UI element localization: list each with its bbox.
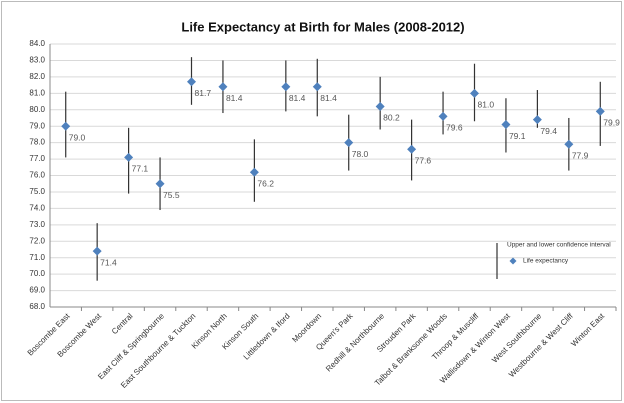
point — [564, 139, 574, 149]
data-label: 77.6 — [415, 155, 432, 165]
y-tick-label: 78.0 — [29, 138, 45, 147]
y-tick-label: 71.0 — [29, 253, 45, 262]
y-tick-label: 77.0 — [29, 154, 45, 163]
point — [407, 144, 417, 154]
point — [470, 88, 479, 98]
y-tick-label: 80.0 — [29, 105, 45, 114]
data-label: 81.0 — [478, 100, 495, 110]
data-label: 77.1 — [132, 164, 149, 174]
point — [124, 152, 134, 162]
point — [61, 121, 71, 131]
data-label: 79.0 — [69, 132, 86, 142]
point — [218, 82, 228, 92]
data-label: 81.4 — [289, 93, 306, 103]
y-tick-label: 72.0 — [29, 236, 45, 245]
y-tick-label: 73.0 — [29, 220, 45, 229]
y-tick-label: 79.0 — [29, 121, 45, 130]
point — [375, 101, 385, 111]
point — [187, 77, 196, 87]
data-label: 81.7 — [195, 88, 212, 98]
data-label: 79.6 — [446, 123, 463, 133]
data-label: 79.4 — [540, 126, 557, 136]
data-label: 81.4 — [226, 93, 243, 103]
legend-point-marker — [509, 257, 517, 265]
point — [438, 111, 448, 121]
data-label: 78.0 — [352, 149, 369, 159]
legend-label: Life expectancy — [523, 258, 569, 265]
point — [312, 82, 322, 92]
y-tick-label: 68.0 — [29, 302, 45, 311]
point — [532, 115, 542, 125]
point — [344, 138, 354, 148]
y-tick-label: 69.0 — [29, 286, 45, 295]
y-tick-label: 82.0 — [29, 72, 45, 81]
y-tick-label: 83.0 — [29, 56, 45, 65]
y-tick-label: 75.0 — [29, 187, 45, 196]
y-tick-label: 81.0 — [29, 88, 45, 97]
chart-title: Life Expectancy at Birth for Males (2008… — [181, 19, 464, 34]
point — [92, 246, 102, 256]
y-tick-label: 74.0 — [29, 203, 45, 212]
point — [155, 179, 165, 189]
point — [501, 120, 511, 130]
data-label: 81.4 — [320, 93, 337, 103]
y-tick-label: 70.0 — [29, 269, 45, 278]
point — [281, 82, 291, 92]
data-label: 77.9 — [572, 151, 589, 161]
data-label: 79.1 — [509, 131, 526, 141]
point — [249, 167, 259, 177]
data-label: 79.9 — [603, 118, 620, 128]
legend-label: Upper and lower confidence interval — [507, 242, 611, 249]
point — [595, 106, 605, 116]
data-label: 75.5 — [163, 190, 180, 200]
data-label: 80.2 — [383, 113, 400, 123]
y-tick-label: 84.0 — [29, 39, 45, 48]
y-tick-label: 76.0 — [29, 171, 45, 180]
data-label: 71.4 — [100, 257, 117, 267]
data-label: 76.2 — [257, 178, 274, 188]
